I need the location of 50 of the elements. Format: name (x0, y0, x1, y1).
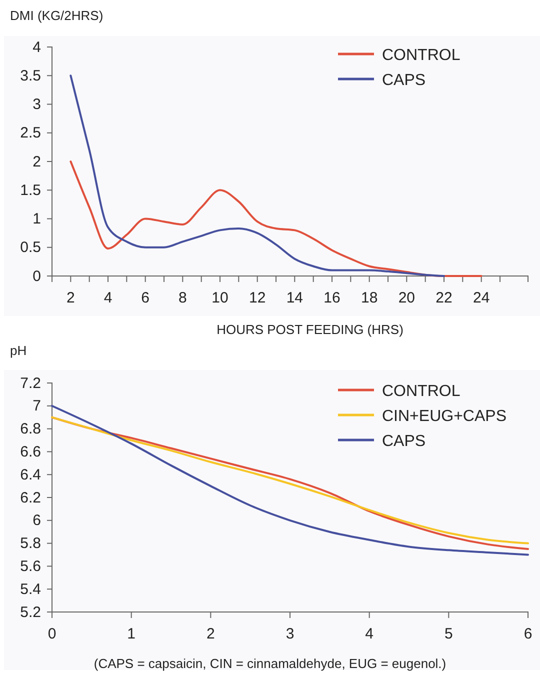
y-tick-label: 7 (32, 398, 41, 415)
x-tick-label: 12 (248, 290, 266, 307)
x-tick-label: 6 (524, 626, 532, 643)
y-tick-label: 1.5 (20, 182, 41, 199)
y-tick-label: 1 (32, 210, 41, 228)
legend-label: CAPS (382, 72, 426, 89)
x-tick-label: 10 (212, 290, 228, 307)
x-tick-label: 1 (127, 626, 136, 643)
x-tick-label: 6 (141, 290, 150, 307)
x-tick-label: 24 (472, 290, 490, 307)
y-tick-label: 6.4 (20, 466, 41, 484)
y-tick-label: 2 (32, 153, 41, 170)
x-axis-title: HOURS POST FEEDING (HRS) (216, 322, 404, 337)
x-tick-label: 18 (360, 290, 378, 307)
legend-label: CONTROL (382, 383, 460, 400)
y-tick-label: 6 (32, 512, 41, 530)
y-tick-label: 2.5 (20, 124, 41, 142)
y-tick-label: 5.2 (20, 604, 41, 621)
y-axis-title: pH (10, 343, 27, 358)
x-tick-label: 4 (365, 626, 374, 643)
y-tick-label: 0.5 (20, 239, 41, 256)
x-tick-label: 16 (324, 290, 340, 307)
y-tick-label: 6.2 (20, 489, 41, 506)
x-tick-label: 2 (66, 290, 75, 307)
y-tick-label: 5.4 (20, 580, 41, 598)
line-series (70, 160, 482, 277)
y-axis-title: DMI (KG/2HRS) (10, 8, 104, 23)
text: (CAPS = capsaicin, CIN = cinnamaldehyde, EUG = eugenol.) (94, 656, 446, 671)
y-tick-label: 0 (32, 268, 41, 285)
y-tick-label: 5.6 (20, 558, 41, 575)
x-tick-label: 5 (444, 626, 453, 643)
x-tick-label: 14 (286, 290, 304, 307)
x-tick-label: 3 (286, 626, 294, 643)
y-tick-label: 3.5 (20, 67, 41, 84)
legend-label: CONTROL (382, 47, 460, 64)
line-series (70, 74, 445, 277)
x-tick-label: 4 (104, 290, 112, 307)
x-tick-label: 22 (436, 290, 452, 307)
x-tick-label: 8 (178, 290, 187, 307)
y-tick-label: 6.6 (20, 444, 41, 460)
y-tick-label: 7.2 (20, 374, 41, 392)
legend-label: CAPS (382, 433, 426, 450)
y-tick-label: 3 (32, 96, 41, 114)
x-tick-label: 20 (398, 290, 416, 307)
legend-label: CIN+EUG+CAPS (382, 408, 506, 425)
y-tick-label: 5.8 (20, 535, 41, 552)
y-tick-label: 6.8 (20, 420, 41, 438)
x-tick-label: 2 (206, 626, 215, 643)
y-tick-label: 4 (32, 38, 41, 56)
x-tick-label: 0 (48, 626, 56, 643)
